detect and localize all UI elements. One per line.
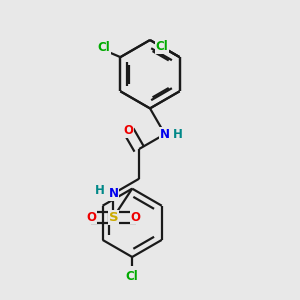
Text: N: N — [160, 128, 170, 141]
Text: Cl: Cl — [126, 270, 139, 283]
Text: S: S — [109, 211, 118, 224]
Text: O: O — [131, 211, 141, 224]
Text: H: H — [173, 128, 183, 141]
Text: N: N — [108, 187, 118, 200]
Text: H: H — [95, 184, 105, 197]
Text: O: O — [86, 211, 96, 224]
Text: Cl: Cl — [97, 41, 110, 54]
Text: Cl: Cl — [155, 40, 168, 53]
Text: O: O — [124, 124, 134, 137]
